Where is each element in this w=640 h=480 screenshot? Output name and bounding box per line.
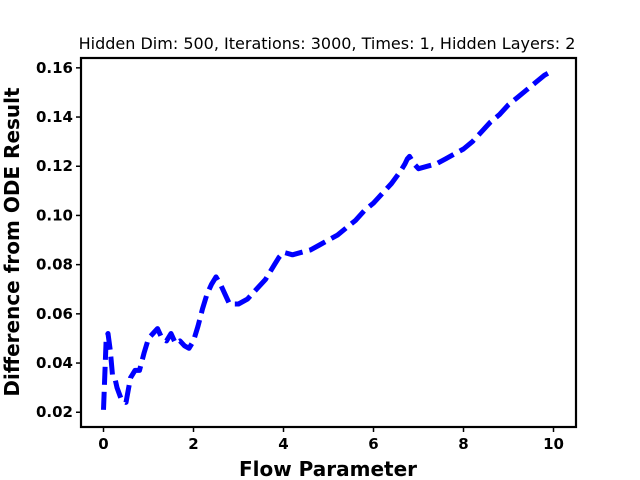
x-axis-label: Flow Parameter [239, 457, 417, 480]
x-tick-label: 8 [458, 435, 468, 453]
y-tick-label: 0.08 [36, 256, 73, 274]
x-tick-label: 6 [368, 435, 378, 453]
x-tick-label: 4 [278, 435, 288, 453]
y-tick-label: 0.16 [36, 59, 73, 77]
x-tick-label: 0 [98, 435, 108, 453]
plot-frame [79, 56, 578, 429]
y-tick-label: 0.02 [36, 403, 73, 421]
y-tick-label: 0.12 [36, 157, 73, 175]
y-tick-label: 0.14 [36, 108, 73, 126]
y-axis-ticks: 0.02 0.04 0.06 0.08 0.10 0.12 0.14 0.16 [36, 59, 81, 421]
series-line [101, 68, 555, 410]
x-tick-label: 10 [543, 435, 564, 453]
x-axis-ticks: 0 2 4 6 8 10 [98, 427, 564, 453]
y-axis-label: Difference from ODE Result [0, 87, 24, 397]
x-tick-label: 2 [188, 435, 198, 453]
y-tick-label: 0.06 [36, 305, 73, 323]
chart-title: Hidden Dim: 500, Iterations: 3000, Times… [79, 34, 576, 53]
plot-area [79, 56, 578, 429]
y-tick-label: 0.04 [36, 354, 73, 372]
y-tick-label: 0.10 [36, 206, 73, 224]
series-layer [101, 68, 555, 410]
